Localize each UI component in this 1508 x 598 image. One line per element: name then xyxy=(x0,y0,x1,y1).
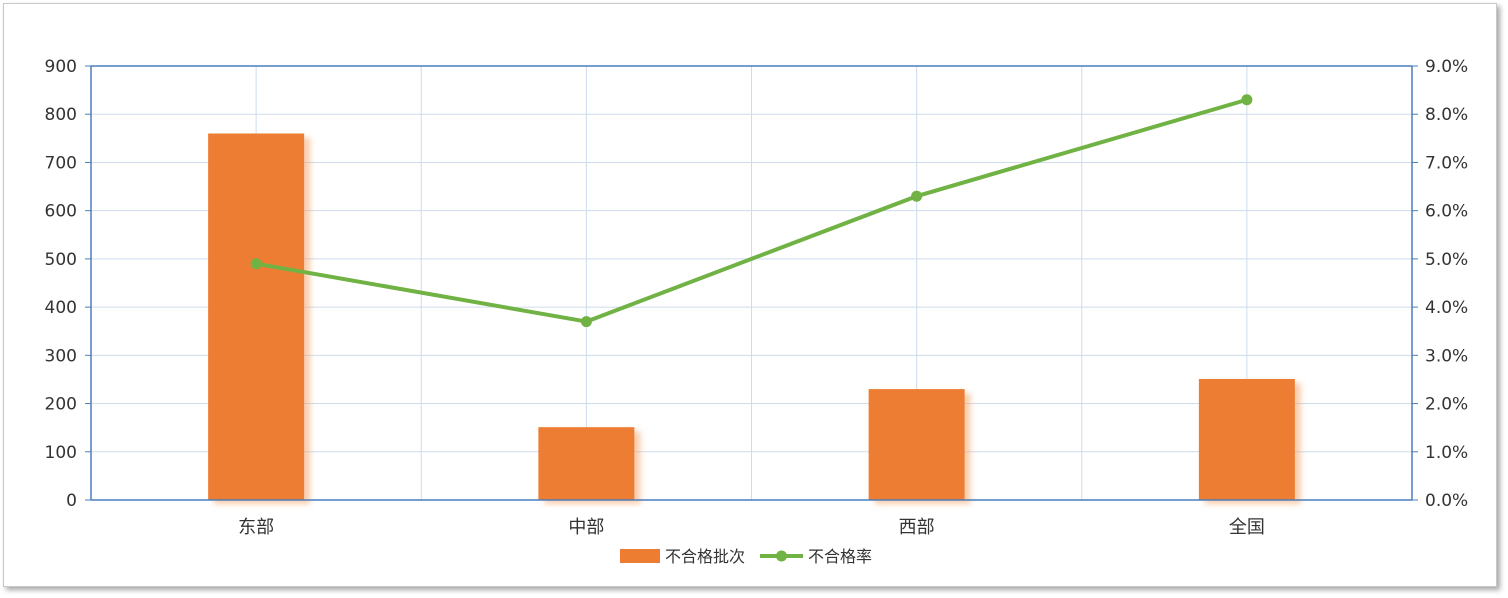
bar xyxy=(538,427,635,500)
axes xyxy=(85,65,1418,501)
left-tick-label: 0 xyxy=(66,491,77,511)
left-tick-label: 200 xyxy=(45,395,77,415)
right-tick-label: 0.0% xyxy=(1425,491,1468,511)
right-tick-label: 9.0% xyxy=(1425,57,1468,77)
rate-point xyxy=(1241,94,1253,106)
right-tick-label: 2.0% xyxy=(1425,395,1468,415)
category-label: 全国 xyxy=(1229,517,1265,538)
right-tick-label: 5.0% xyxy=(1425,250,1468,270)
legend-bar-swatch xyxy=(620,549,660,563)
category-label: 西部 xyxy=(899,517,935,538)
bar xyxy=(208,133,305,500)
left-tick-label: 700 xyxy=(45,153,77,173)
category-label: 东部 xyxy=(238,517,274,538)
legend-line-label: 不合格率 xyxy=(808,547,872,566)
left-tick-label: 500 xyxy=(45,250,77,270)
rate-point xyxy=(250,258,262,270)
left-tick-label: 800 xyxy=(45,105,77,125)
rate-point xyxy=(580,316,592,328)
right-tick-label: 8.0% xyxy=(1425,105,1468,125)
left-tick-label: 300 xyxy=(45,346,77,366)
left-axis-ticks: 0 100 200 300 400 500 600 700 800 900 xyxy=(45,57,77,511)
left-tick-label: 600 xyxy=(45,202,77,222)
right-axis-ticks: 0.0% 1.0% 2.0% 3.0% 4.0% 5.0% 6.0% 7.0% 8.0% 9.0% xyxy=(1425,57,1468,511)
right-tick-label: 6.0% xyxy=(1425,202,1468,222)
left-tick-label: 900 xyxy=(45,57,77,77)
right-tick-label: 4.0% xyxy=(1425,298,1468,318)
legend: 不合格批次 不合格率 xyxy=(620,547,872,566)
category-label: 中部 xyxy=(568,517,604,538)
legend-line-marker xyxy=(776,550,787,562)
right-tick-label: 3.0% xyxy=(1425,346,1468,366)
bar xyxy=(868,389,965,500)
legend-bar-label: 不合格批次 xyxy=(665,547,745,566)
left-tick-label: 400 xyxy=(45,298,77,318)
x-axis-categories: 东部 中部 西部 全国 xyxy=(238,517,1265,538)
bar xyxy=(1198,378,1295,500)
rate-point xyxy=(911,190,923,202)
bar-series xyxy=(208,133,1295,500)
left-tick-label: 100 xyxy=(45,443,77,463)
right-tick-label: 7.0% xyxy=(1425,153,1468,173)
right-tick-label: 1.0% xyxy=(1425,443,1468,463)
rate-line xyxy=(255,97,1248,324)
line-series xyxy=(250,94,1253,328)
